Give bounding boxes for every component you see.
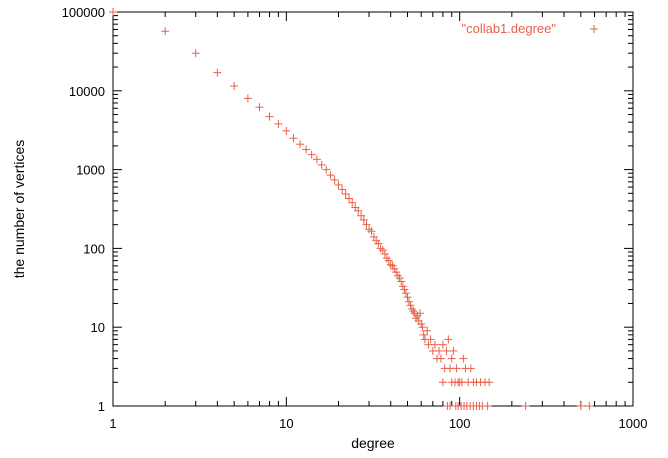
data-point — [418, 323, 427, 332]
data-point — [430, 340, 439, 349]
data-point — [521, 402, 530, 410]
x-tick-label: 10 — [279, 416, 293, 431]
data-point — [374, 239, 383, 248]
data-point — [367, 227, 376, 236]
data-point — [289, 134, 298, 143]
data-point — [307, 150, 316, 159]
data-point — [485, 378, 494, 387]
data-point — [345, 194, 354, 203]
data-point — [435, 346, 444, 355]
data-point — [415, 309, 424, 318]
data-point — [354, 206, 363, 215]
y-axis-title: the number of vertices — [11, 140, 27, 279]
data-point — [449, 346, 458, 355]
data-point — [348, 198, 357, 207]
y-tick-label: 10000 — [69, 84, 105, 99]
y-tick-label: 100000 — [62, 5, 105, 20]
data-point — [330, 175, 339, 184]
data-point — [403, 293, 412, 302]
data-point — [436, 354, 445, 363]
data-point — [398, 282, 407, 291]
data-point — [447, 378, 456, 387]
data-point — [386, 260, 395, 269]
y-tick-label: 100 — [83, 241, 105, 256]
data-point — [109, 8, 117, 16]
x-tick-label: 100 — [449, 416, 471, 431]
data-point — [404, 297, 413, 306]
data-point — [362, 220, 371, 229]
data-point — [401, 289, 410, 298]
axis-tick-labels: 1 10 100 1000 1 10 100 1000 10000 100000 — [62, 5, 648, 431]
data-point — [585, 402, 594, 410]
data-point — [395, 274, 404, 283]
x-tick-label: 1000 — [619, 416, 648, 431]
data-point — [423, 326, 432, 335]
data-point — [341, 190, 350, 199]
data-point — [322, 165, 331, 174]
data-point — [419, 330, 428, 339]
data-point — [161, 27, 170, 36]
data-point — [397, 277, 406, 286]
data-point — [274, 119, 283, 128]
data-point — [390, 264, 399, 273]
data-point — [466, 364, 475, 373]
data-point — [243, 94, 252, 103]
data-point — [407, 305, 416, 314]
data-point — [426, 335, 435, 344]
data-point — [378, 246, 387, 255]
data-point — [576, 402, 585, 410]
data-point — [376, 244, 385, 253]
data-point — [438, 340, 447, 349]
data-point — [317, 160, 326, 169]
data-point — [312, 155, 321, 164]
data-point — [447, 354, 456, 363]
data-point — [483, 402, 492, 410]
data-point — [296, 140, 305, 149]
data-point — [302, 145, 311, 154]
legend-label: "collab1.degree" — [461, 21, 556, 36]
data-point — [338, 185, 347, 194]
data-point — [406, 301, 415, 310]
data-point — [255, 103, 264, 112]
axis-ticks — [112, 11, 634, 407]
data-point — [326, 171, 335, 180]
data-point — [213, 68, 222, 77]
data-point — [442, 346, 451, 355]
data-point — [384, 256, 393, 265]
data-point — [400, 285, 409, 294]
y-tick-label: 10 — [91, 320, 105, 335]
y-tick-label: 1 — [98, 399, 105, 414]
data-points — [109, 8, 594, 410]
data-point — [417, 319, 426, 328]
x-tick-label: 1 — [109, 416, 116, 431]
data-point — [438, 378, 447, 387]
legend-marker-plus — [590, 25, 598, 33]
x-axis-title: degree — [351, 435, 395, 451]
data-point — [357, 211, 366, 220]
data-point — [380, 249, 389, 258]
plot-frame — [112, 11, 634, 407]
legend-marker — [590, 25, 598, 33]
data-point — [452, 364, 461, 373]
data-point — [282, 126, 291, 135]
data-point — [191, 49, 200, 58]
data-point — [230, 82, 239, 91]
y-tick-label: 1000 — [76, 163, 105, 178]
data-point — [359, 215, 368, 224]
data-point — [392, 268, 401, 277]
data-point — [265, 112, 274, 121]
legend: "collab1.degree" — [461, 21, 598, 36]
data-point — [444, 335, 453, 344]
data-point — [459, 354, 468, 363]
data-point — [334, 180, 343, 189]
